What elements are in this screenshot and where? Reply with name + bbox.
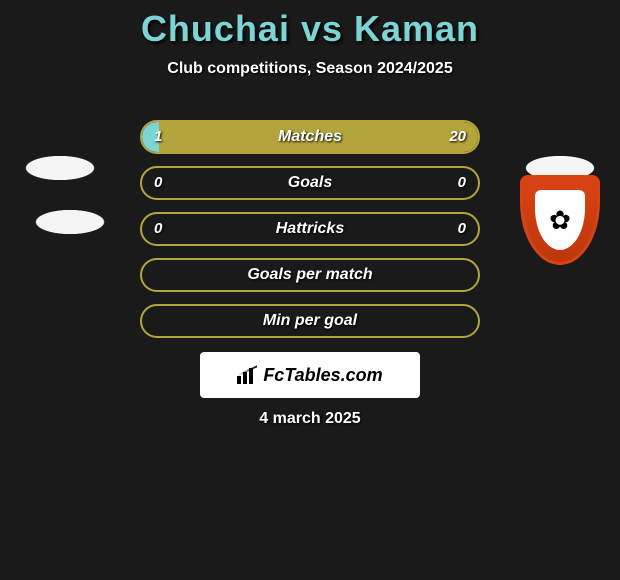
brand-badge[interactable]: FcTables.com	[200, 352, 420, 398]
stat-bar: Goals0 0	[140, 166, 480, 200]
stat-bar: Matches1 20	[140, 120, 480, 154]
bar-value-left: 0	[154, 168, 162, 198]
shield-emblem: ✿	[535, 190, 585, 250]
brand-text: FcTables.com	[263, 365, 382, 386]
stat-bar: Hattricks0 0	[140, 212, 480, 246]
bar-value-right: 20	[449, 122, 466, 152]
club-left-logo	[20, 172, 120, 272]
bar-label: Hattricks	[142, 214, 478, 244]
comparison-bars: Matches120Goals00Hattricks00Goals per ma…	[140, 120, 480, 350]
shield-icon: ✿	[520, 175, 600, 265]
bar-value-right: 0	[458, 214, 466, 244]
bar-value-right: 0	[458, 168, 466, 198]
stat-bar: Goals per match	[140, 258, 480, 292]
bar-label: Min per goal	[142, 306, 478, 336]
bar-label: Matches	[142, 122, 478, 152]
date-label: 4 march 2025	[0, 410, 620, 428]
stat-bar: Min per goal	[140, 304, 480, 338]
subtitle: Club competitions, Season 2024/2025	[0, 60, 620, 78]
page-title: Chuchai vs Kaman	[0, 0, 620, 50]
brand-chart-icon	[237, 366, 259, 384]
bar-label: Goals	[142, 168, 478, 198]
bar-label: Goals per match	[142, 260, 478, 290]
club-right-logo: ✿	[510, 170, 610, 270]
bar-value-left: 1	[154, 122, 162, 152]
bar-value-left: 0	[154, 214, 162, 244]
